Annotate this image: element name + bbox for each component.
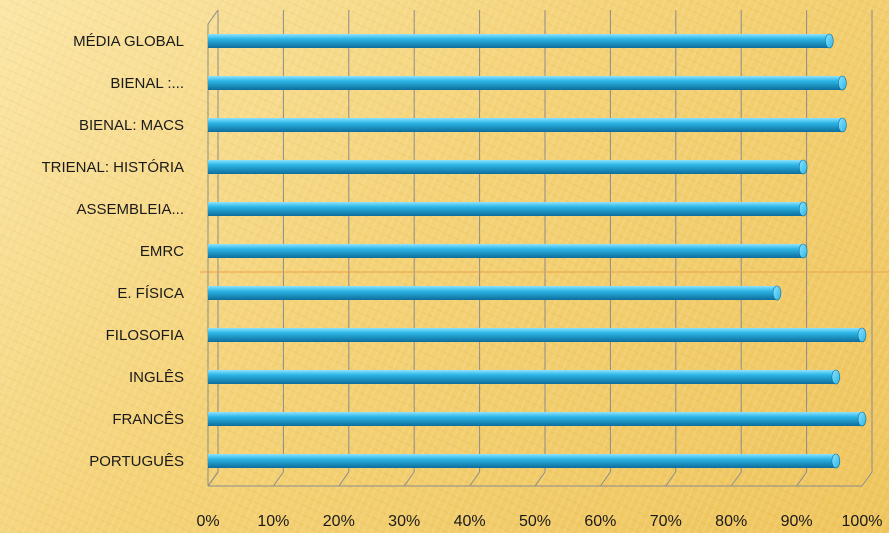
bar bbox=[208, 243, 808, 259]
bar-end-cap bbox=[838, 75, 847, 91]
bar bbox=[208, 159, 808, 175]
bar-body bbox=[208, 34, 830, 48]
bar-body bbox=[208, 454, 836, 468]
x-tick-label: 10% bbox=[257, 513, 289, 530]
category-label: BIENAL :... bbox=[110, 75, 184, 92]
bar bbox=[208, 411, 867, 427]
bar-end-cap bbox=[824, 33, 834, 49]
category-label: FILOSOFIA bbox=[106, 327, 184, 344]
bar-end-cap bbox=[772, 285, 782, 301]
x-tick-label: 60% bbox=[584, 513, 616, 530]
bar-end-cap bbox=[831, 369, 841, 385]
bar bbox=[208, 369, 841, 385]
bar bbox=[208, 117, 847, 133]
bar-body bbox=[208, 412, 862, 426]
bar-end-cap bbox=[798, 159, 808, 175]
floor-gridline bbox=[796, 471, 808, 487]
floor-gridline bbox=[730, 471, 742, 487]
floor-gridline bbox=[861, 471, 873, 487]
bar-end-cap bbox=[838, 117, 847, 133]
bar-body bbox=[208, 328, 862, 342]
bar-body bbox=[208, 160, 804, 174]
bar bbox=[208, 201, 808, 217]
bars-layer bbox=[208, 33, 867, 469]
category-label: FRANCÊS bbox=[112, 411, 184, 428]
floor-gridline bbox=[338, 471, 350, 487]
x-tick-label: 50% bbox=[519, 513, 551, 530]
bar-end-cap bbox=[831, 453, 841, 469]
frame-top-edge bbox=[207, 9, 219, 25]
bar-end-cap bbox=[857, 327, 867, 343]
bar bbox=[208, 327, 867, 343]
category-label: MÉDIA GLOBAL bbox=[73, 33, 184, 50]
bar-body bbox=[208, 244, 804, 258]
floor-gridline bbox=[599, 471, 611, 487]
bar-body bbox=[208, 118, 843, 132]
bar-end-cap bbox=[798, 201, 808, 217]
x-tick-label: 100% bbox=[842, 513, 883, 530]
category-label: E. FÍSICA bbox=[117, 285, 184, 302]
bar bbox=[208, 33, 834, 49]
bar bbox=[208, 285, 782, 301]
category-label: INGLÊS bbox=[129, 369, 184, 386]
bar-end-cap bbox=[798, 243, 808, 259]
x-tick-label: 20% bbox=[323, 513, 355, 530]
floor-gridline bbox=[207, 471, 219, 487]
floor-gridline bbox=[665, 471, 677, 487]
floor-gridline bbox=[534, 471, 546, 487]
category-label: ASSEMBLEIA... bbox=[76, 201, 184, 218]
bar-body bbox=[208, 76, 843, 90]
bar-body bbox=[208, 202, 804, 216]
floor-gridline bbox=[469, 471, 481, 487]
category-label: TRIENAL: HISTÓRIA bbox=[41, 159, 184, 176]
floor-gridline bbox=[403, 471, 415, 487]
category-labels: MÉDIA GLOBAL BIENAL :... BIENAL: MACS TRIEN… bbox=[41, 33, 184, 470]
bar bbox=[208, 453, 841, 469]
floor-gridline bbox=[272, 471, 284, 487]
x-tick-label: 40% bbox=[454, 513, 486, 530]
x-tick-label: 70% bbox=[650, 513, 682, 530]
category-label: EMRC bbox=[140, 243, 184, 260]
bar bbox=[208, 75, 847, 91]
bar-end-cap bbox=[857, 411, 867, 427]
category-label: PORTUGUÊS bbox=[89, 453, 184, 470]
bar-body bbox=[208, 370, 836, 384]
x-tick-label: 0% bbox=[196, 513, 219, 530]
x-tick-label: 80% bbox=[715, 513, 747, 530]
x-axis-tick-labels: 0% 10% 20% 30% 40% 50% 60% 70% 80% 90% 100% bbox=[196, 513, 882, 530]
x-tick-label: 90% bbox=[781, 513, 813, 530]
category-label: BIENAL: MACS bbox=[79, 117, 184, 134]
bar-body bbox=[208, 286, 777, 300]
x-tick-label: 30% bbox=[388, 513, 420, 530]
